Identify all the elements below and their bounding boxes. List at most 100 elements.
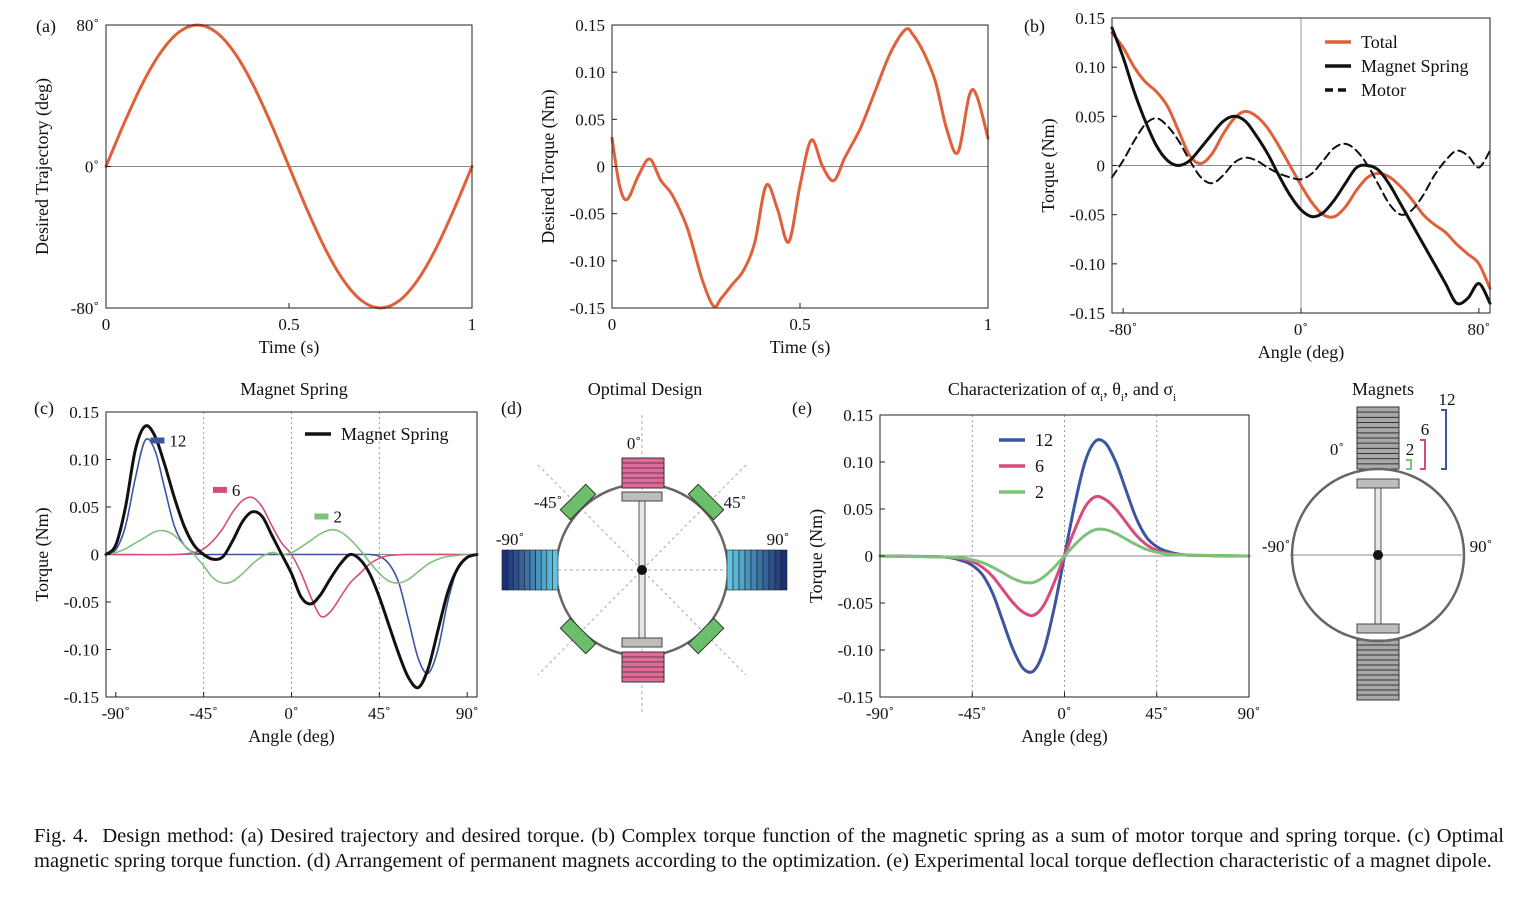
y-tick-label: 0 [865, 547, 874, 566]
y-tick-label: 0.10 [843, 453, 873, 472]
x-tick-label: 0˚ [1057, 704, 1071, 723]
inline-label: 6 [232, 481, 241, 500]
y-tick-label: -0.10 [1070, 255, 1105, 274]
series-line-Magnet Spring [1110, 26, 1492, 306]
magnet-layer [546, 549, 553, 591]
magnet-layer [732, 549, 740, 591]
y-axis-label: Torque (Nm) [806, 509, 827, 603]
magnet-layer [507, 549, 514, 591]
magnet-diagonal [559, 483, 597, 521]
y-tick-label: 0.10 [575, 63, 605, 82]
magnet-layer [518, 549, 525, 591]
x-axis-label: Angle (deg) [1258, 342, 1344, 363]
x-tick-label: 0 [102, 315, 111, 334]
chart-b: -80˚ 0˚ 80˚ 0.15 0.10 0.05 0 -0.05 -0.10 -0.15 Ang… [1024, 9, 1492, 363]
legend-label: Motor [1361, 80, 1406, 100]
y-tick-label: -0.10 [838, 641, 873, 660]
y-tick-label: -0.15 [570, 299, 605, 318]
magnet-layer [501, 549, 508, 591]
y-tick-label: 0.15 [69, 403, 99, 422]
y-tick-label: 0 [1097, 157, 1106, 176]
magnet-layer [774, 549, 782, 591]
diagram-magnets: Magnets 12 62 0˚ -90˚ 90˚ [1262, 379, 1492, 701]
inline-label: 2 [333, 508, 342, 527]
magnet-layer [512, 549, 520, 591]
y-tick-label: 0.05 [1075, 107, 1105, 126]
panel-label: (b) [1024, 16, 1045, 37]
series-line-6 [105, 496, 478, 618]
magnet-layer [762, 549, 770, 591]
y-tick-label: 0.15 [575, 16, 605, 35]
x-tick-label: 0 [608, 315, 617, 334]
magnet-layer [756, 549, 764, 591]
panel-label: (a) [36, 16, 56, 37]
x-tick-label: 1 [468, 315, 477, 334]
rotor-magnet-bottom [1356, 623, 1400, 634]
angle-label: 0˚ [1330, 440, 1344, 459]
chart-title-part: i [1100, 392, 1103, 404]
x-tick-label: 45˚ [1145, 704, 1168, 723]
x-tick-label: 80˚ [1468, 320, 1491, 339]
magnet-stack-bottom [1356, 639, 1400, 701]
y-tick-label: -0.05 [570, 205, 605, 224]
y-tick-label: -0.15 [64, 688, 99, 707]
y-tick-label: 0.05 [69, 498, 99, 517]
legend-label: 6 [1035, 456, 1044, 476]
rotor-magnet-bottom [621, 637, 663, 648]
legend-label: Magnet Spring [341, 424, 449, 444]
y-axis-label: Torque (Nm) [1038, 118, 1059, 212]
magnet-layer [540, 549, 548, 591]
chart-title: Characterization of αi, θi, and σi [948, 379, 1176, 404]
y-tick-label: 0.10 [1075, 58, 1105, 77]
bracket-6 [1420, 439, 1426, 470]
y-tick-label: 0 [597, 158, 606, 177]
bracket-label: 12 [1439, 390, 1456, 409]
magnet-layer [750, 549, 758, 591]
angle-label: -45˚ [534, 493, 562, 512]
magnet-diagonal [687, 617, 725, 655]
legend-label: 2 [1035, 482, 1044, 502]
magnet-layer [744, 549, 752, 591]
chart-title: Magnet Spring [240, 379, 348, 399]
y-axis-label: Desired Trajectory (deg) [32, 78, 53, 255]
inline-label-swatch [212, 486, 227, 493]
y-tick-label: 0.05 [843, 500, 873, 519]
y-tick-label: 0.10 [69, 451, 99, 470]
series-line-2 [878, 527, 1251, 585]
x-tick-label: -90˚ [102, 704, 130, 723]
y-axis-label: Torque (Nm) [32, 507, 53, 601]
x-tick-label: 0˚ [284, 704, 298, 723]
angle-label: 90˚ [767, 530, 790, 549]
diagram-optimal-design: Optimal Design (d) 0˚ -45˚ 45˚ -90˚ 90˚ [496, 379, 790, 712]
magnet-layer [780, 549, 788, 591]
diagram-title: Magnets [1352, 379, 1414, 399]
angle-label: 0˚ [627, 434, 641, 453]
series-line-a2-0 [610, 27, 990, 309]
y-tick-label: -0.10 [570, 252, 605, 271]
legend-label: Total [1361, 32, 1398, 52]
panel-label: (c) [34, 398, 54, 419]
y-tick-label: 0.15 [1075, 9, 1105, 28]
panel-label: (d) [501, 398, 522, 419]
x-axis-label: Time (s) [770, 337, 831, 358]
x-tick-label: -45˚ [958, 704, 986, 723]
bracket-12 [1441, 409, 1447, 470]
caption-label: Fig. 4. [34, 825, 89, 847]
y-tick-label: 0 [91, 546, 100, 565]
x-axis-label: Angle (deg) [1021, 726, 1107, 747]
y-tick-label: -0.05 [64, 593, 99, 612]
x-tick-label: 1 [984, 315, 993, 334]
panel-label: (e) [792, 398, 812, 419]
series-line-2 [105, 528, 478, 584]
magnet-layer [529, 549, 536, 591]
magnet-stack-top [1356, 406, 1400, 470]
y-tick-label: -80˚ [71, 299, 99, 318]
x-tick-label: 90˚ [1238, 704, 1261, 723]
y-tick-label: 0˚ [85, 158, 99, 177]
chart-a2: 0 0.5 1 0.15 0.10 0.05 0 -0.05 -0.10 -0.15 Time (s… [538, 16, 992, 358]
x-axis-label: Time (s) [259, 337, 320, 358]
series-line-Total [1110, 31, 1492, 290]
x-tick-label: 0˚ [1294, 320, 1308, 339]
rotor-circle [1290, 467, 1466, 643]
